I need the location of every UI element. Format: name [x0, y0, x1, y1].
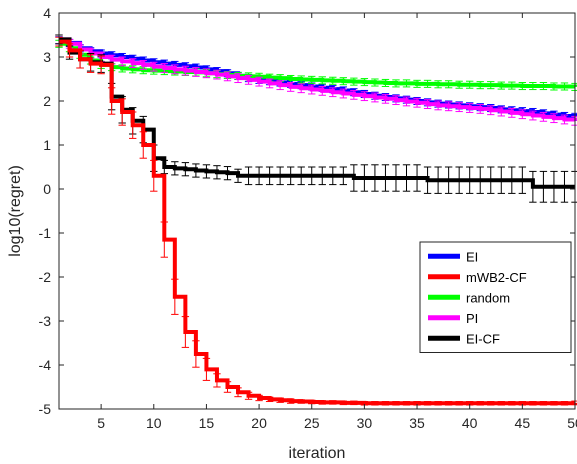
series-mWB2-CF — [55, 36, 577, 406]
legend-label: EI-CF — [466, 331, 500, 346]
series-line — [59, 39, 577, 406]
x-tick-label: 5 — [97, 415, 105, 431]
x-tick-label: 35 — [409, 415, 425, 431]
y-tick-label: -2 — [39, 269, 52, 285]
x-tick-label: 50 — [567, 415, 577, 431]
x-tick-label: 30 — [357, 415, 373, 431]
x-tick-label: 40 — [462, 415, 478, 431]
plot-series — [55, 34, 577, 406]
series-line — [59, 37, 577, 122]
legend-label: mWB2-CF — [466, 270, 527, 285]
y-tick-label: 1 — [43, 137, 51, 153]
y-axis-label: log10(regret) — [7, 165, 24, 257]
x-tick-label: 15 — [199, 415, 215, 431]
x-tick-label: 10 — [146, 415, 162, 431]
x-tick-label: 45 — [515, 415, 531, 431]
y-tick-label: 2 — [43, 93, 51, 109]
legend-label: PI — [466, 311, 478, 326]
y-tick-label: -3 — [39, 313, 52, 329]
legend-label: random — [466, 290, 510, 305]
y-tick-label: -1 — [39, 225, 52, 241]
y-tick-label: -4 — [39, 357, 52, 373]
y-tick-label: 3 — [43, 49, 51, 65]
y-tick-label: -5 — [39, 401, 52, 417]
axes-box — [58, 12, 576, 410]
x-axis-label: iteration — [289, 445, 346, 462]
x-tick-label: 25 — [304, 415, 320, 431]
x-tick-label: 20 — [251, 415, 267, 431]
legend: EI mWB2-CF random PI EI-CF — [419, 241, 572, 353]
axis-ticks: 5 10 15 20 25 30 35 40 45 50 -5 -4 -3 -2 -1 0 1 2 3 4 — [39, 5, 577, 431]
legend-label: EI — [466, 249, 478, 264]
y-tick-label: 0 — [43, 181, 51, 197]
series-random — [55, 39, 577, 91]
y-tick-label: 4 — [43, 5, 51, 21]
